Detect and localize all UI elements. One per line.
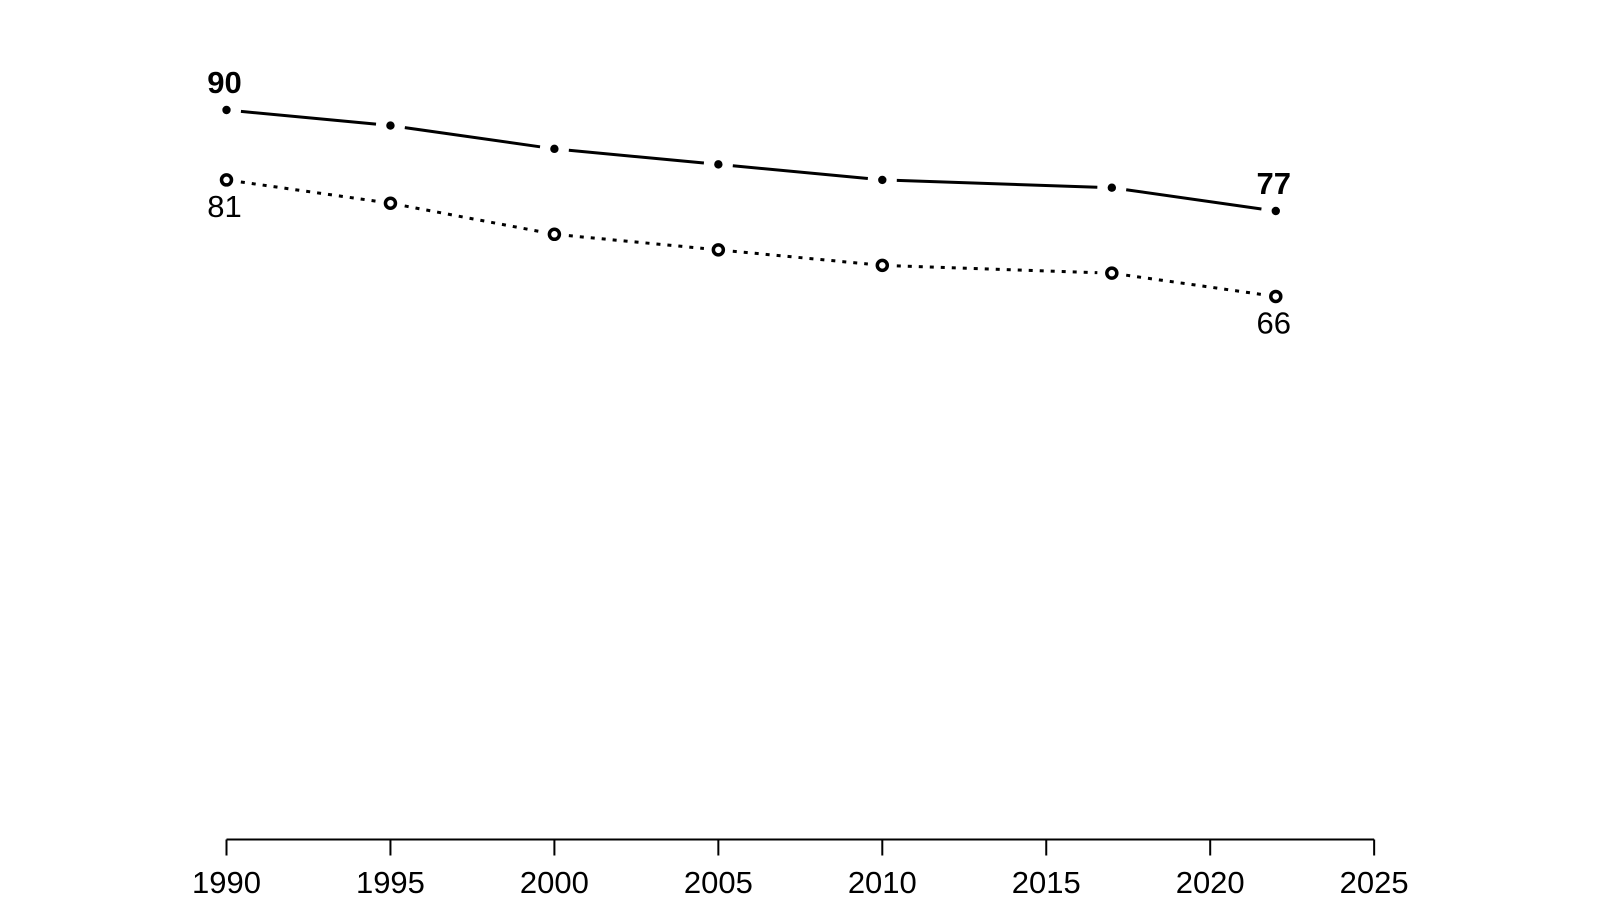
dotted-series-segment [404, 204, 541, 234]
solid-series-segment [404, 126, 541, 149]
x-axis-tick-label: 2015 [1012, 865, 1081, 900]
solid-series-segment [732, 164, 869, 181]
open-circle-marker [547, 227, 562, 242]
open-circle-marker [875, 258, 890, 273]
solid-series-segment [240, 109, 377, 126]
x-axis-tick-label: 2020 [1176, 865, 1245, 900]
dotted-series-segment [240, 180, 377, 203]
dotted-series-segment [1125, 273, 1262, 296]
solid-series-segment [1125, 188, 1262, 211]
solid-series-end-label: 77 [1257, 166, 1291, 201]
open-circle-marker [383, 196, 398, 210]
open-circle-marker [219, 173, 234, 187]
dotted-series-end-label: 66 [1257, 305, 1291, 340]
filled-circle-marker [1271, 206, 1280, 216]
x-axis-tick-label: 2010 [848, 865, 917, 900]
filled-circle-marker [550, 144, 559, 154]
filled-circle-marker [878, 175, 887, 185]
filled-circle-marker [386, 121, 395, 130]
x-axis-tick-label: 2005 [684, 865, 753, 900]
filled-circle-marker [714, 160, 723, 169]
x-axis-tick-label: 1995 [356, 865, 425, 900]
open-circle-marker [1269, 289, 1283, 304]
filled-circle-marker [222, 105, 231, 115]
open-circle-marker [711, 243, 726, 257]
x-axis-tick-label: 2025 [1340, 865, 1409, 900]
solid-series-segment [896, 178, 1098, 189]
dotted-series-start-label: 81 [207, 189, 241, 224]
x-axis-tick-label: 1990 [192, 865, 261, 900]
x-axis-tick-label: 2000 [520, 865, 589, 900]
filled-circle-marker [1107, 183, 1117, 192]
open-circle-marker [1105, 266, 1119, 280]
solid-series-segment [568, 148, 705, 165]
dotted-series-segment [896, 264, 1098, 275]
dotted-series-segment [568, 234, 705, 250]
solid-series-start-label: 90 [207, 65, 241, 100]
dotted-series-segment [732, 249, 869, 266]
